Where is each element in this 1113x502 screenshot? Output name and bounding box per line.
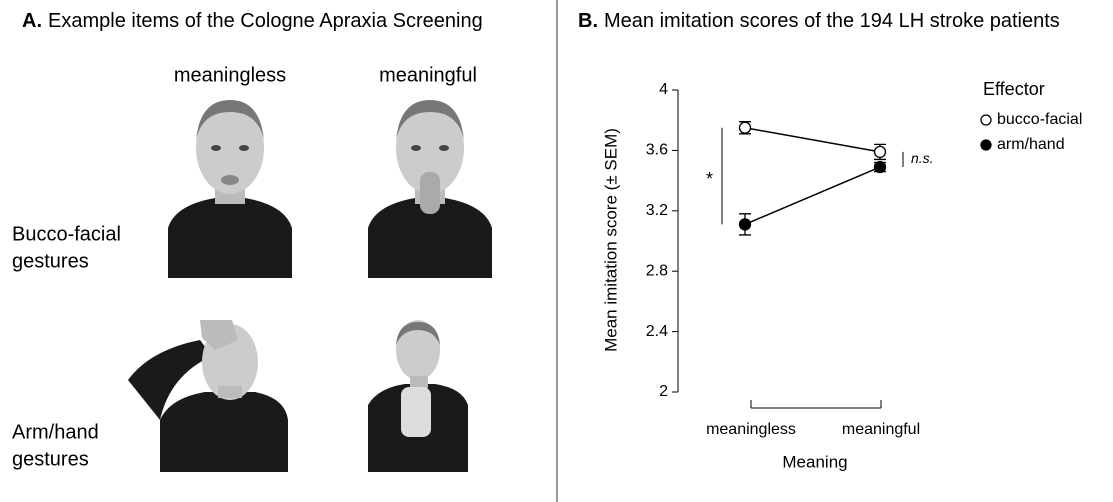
y-tick-label: 2.4 [646,323,668,340]
legend-marker [981,140,991,150]
column-label: meaningless [174,64,286,86]
row-label: gestures [12,448,89,470]
data-point [740,122,751,133]
data-point [875,146,886,157]
y-tick-label: 4 [659,81,668,98]
row-label: Bucco-facial [12,223,121,245]
annotation: n.s. [911,150,934,166]
legend-marker [981,115,991,125]
legend-label: arm/hand [997,136,1065,153]
legend-title: Effector [983,79,1045,99]
row-label: Arm/hand [12,421,99,443]
y-tick-label: 3.6 [646,142,668,159]
panel-label: A. [22,10,42,32]
data-point [875,162,886,173]
y-tick-label: 3.2 [646,202,668,219]
x-tick-label: meaningless [706,421,796,438]
chart-title: B. Mean imitation scores of the 194 LH st… [578,10,1060,32]
figure: A. Example items of the Cologne Apraxia S… [0,0,1113,502]
x-tick-label: meaningful [842,421,920,438]
panel-title-text: Example items of the Cologne Apraxia Scr… [48,10,483,32]
x-axis-label: Meaning [782,452,847,471]
chart-title-text: Mean imitation scores of the 194 LH stro… [604,10,1060,32]
y-axis-label: Mean imitation score (± SEM) [601,128,620,352]
legend-label: bucco-facial [997,111,1082,128]
y-tick-label: 2 [659,383,668,400]
column-label: meaningful [379,64,477,86]
y-tick-label: 2.8 [646,262,668,279]
data-point [740,219,751,230]
panel-label: B. [578,10,598,32]
row-label: gestures [12,250,89,272]
annotation: * [706,169,713,189]
panel-title: A. Example items of the Cologne Apraxia S… [22,10,483,32]
